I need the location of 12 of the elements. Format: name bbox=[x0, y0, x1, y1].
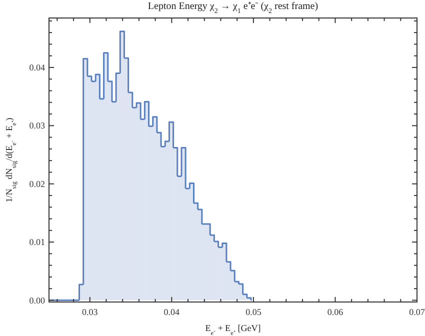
y-tick-label: 0.03 bbox=[29, 120, 46, 131]
x-tick-label: 0.03 bbox=[82, 307, 98, 317]
y-tick-label: 0.01 bbox=[29, 237, 45, 248]
y-tick-label: 0.00 bbox=[29, 295, 46, 306]
x-axis-title: E$_{e⁻}$ + E$_{e⁺}$ [GeV] bbox=[205, 323, 261, 336]
y-tick-label: 0.04 bbox=[29, 62, 46, 72]
x-tick-label: 0.07 bbox=[409, 307, 425, 317]
y-tick-label: 0.02 bbox=[29, 178, 45, 189]
x-tick-label: 0.06 bbox=[327, 307, 344, 317]
x-tick-label: 0.05 bbox=[246, 307, 262, 317]
x-tick-label: 0.04 bbox=[164, 307, 180, 317]
chart-title: Lepton Energy χ$_{2}$ → χ$_{1}$ e⁺e⁻ (χ$_{2}$ rest frame) bbox=[148, 1, 318, 15]
